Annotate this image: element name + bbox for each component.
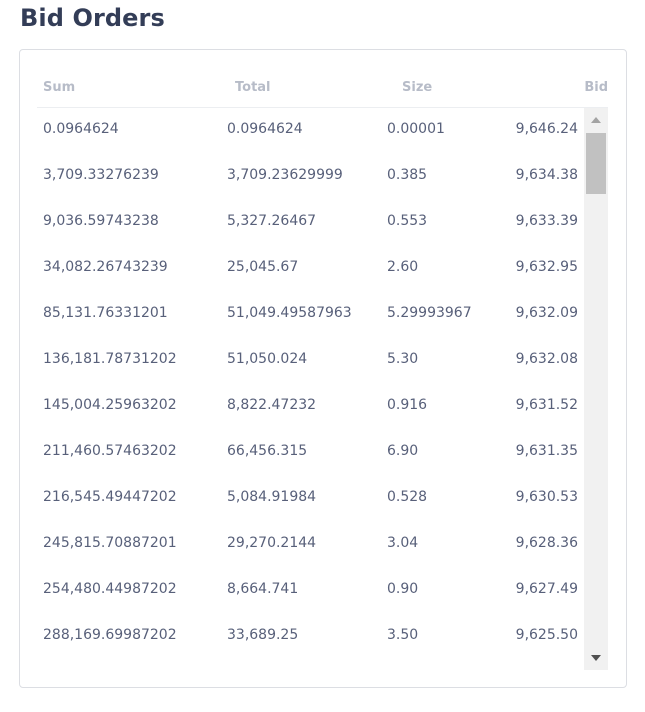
table-row[interactable]: 85,131.76331201 51,049.49587963 5.29993967… bbox=[37, 292, 584, 338]
bid-orders-card: Sum Total Size Bid 0.0964624 0.0964624 0.0… bbox=[19, 49, 627, 688]
cell-total: 25,045.67 bbox=[227, 259, 299, 275]
cell-size: 0.90 bbox=[387, 581, 419, 597]
cell-size: 0.528 bbox=[387, 489, 428, 505]
cell-total: 33,689.25 bbox=[227, 627, 299, 643]
table-row[interactable]: 136,181.78731202 51,050.024 5.30 9,632.08 bbox=[37, 338, 584, 384]
column-header-total[interactable]: Total bbox=[235, 80, 271, 95]
table-row[interactable]: 211,460.57463202 66,456.315 6.90 9,631.35 bbox=[37, 430, 584, 476]
cell-size: 5.30 bbox=[387, 351, 419, 367]
cell-sum: 9,036.59743238 bbox=[43, 213, 159, 229]
cell-bid: 9,646.24 bbox=[515, 121, 578, 137]
cell-total: 66,456.315 bbox=[227, 443, 308, 459]
cell-sum: 211,460.57463202 bbox=[43, 443, 177, 459]
table-header: Sum Total Size Bid bbox=[37, 72, 608, 108]
cell-size: 3.50 bbox=[387, 627, 419, 643]
cell-size: 0.385 bbox=[387, 167, 428, 183]
cell-sum: 3,709.33276239 bbox=[43, 167, 159, 183]
cell-bid: 9,631.35 bbox=[515, 443, 578, 459]
table-row[interactable]: 9,036.59743238 5,327.26467 0.553 9,633.39 bbox=[37, 200, 584, 246]
cell-total: 3,709.23629999 bbox=[227, 167, 343, 183]
cell-total: 51,050.024 bbox=[227, 351, 308, 367]
cell-total: 51,049.49587963 bbox=[227, 305, 352, 321]
cell-sum: 34,082.26743239 bbox=[43, 259, 168, 275]
table-row[interactable]: 0.0964624 0.0964624 0.00001 9,646.24 bbox=[37, 108, 584, 154]
cell-total: 8,822.47232 bbox=[227, 397, 317, 413]
cell-sum: 85,131.76331201 bbox=[43, 305, 168, 321]
cell-total: 5,327.26467 bbox=[227, 213, 317, 229]
cell-total: 5,084.91984 bbox=[227, 489, 317, 505]
table-row[interactable]: 245,815.70887201 29,270.2144 3.04 9,628.36 bbox=[37, 522, 584, 568]
scroll-down-arrow-icon[interactable] bbox=[584, 646, 608, 670]
column-header-bid[interactable]: Bid bbox=[584, 80, 608, 95]
cell-sum: 216,545.49447202 bbox=[43, 489, 177, 505]
cell-bid: 9,633.39 bbox=[515, 213, 578, 229]
cell-size: 2.60 bbox=[387, 259, 419, 275]
cell-sum: 288,169.69987202 bbox=[43, 627, 177, 643]
cell-size: 0.00001 bbox=[387, 121, 445, 137]
scroll-up-arrow-icon[interactable] bbox=[584, 108, 608, 132]
cell-bid: 9,625.50 bbox=[515, 627, 578, 643]
cell-size: 5.29993967 bbox=[387, 305, 472, 321]
cell-sum: 0.0964624 bbox=[43, 121, 119, 137]
table-row[interactable]: 254,480.44987202 8,664.741 0.90 9,627.49 bbox=[37, 568, 584, 614]
cell-size: 0.553 bbox=[387, 213, 428, 229]
table-row[interactable]: 3,709.33276239 3,709.23629999 0.385 9,634.3… bbox=[37, 154, 584, 200]
table-row[interactable]: 288,169.69987202 33,689.25 3.50 9,625.50 bbox=[37, 614, 584, 660]
cell-bid: 9,632.08 bbox=[515, 351, 578, 367]
table-rows: 0.0964624 0.0964624 0.00001 9,646.24 3,709.3… bbox=[37, 108, 584, 660]
cell-size: 6.90 bbox=[387, 443, 419, 459]
cell-bid: 9,632.09 bbox=[515, 305, 578, 321]
column-header-sum[interactable]: Sum bbox=[43, 80, 76, 95]
table-row[interactable]: 216,545.49447202 5,084.91984 0.528 9,630.53 bbox=[37, 476, 584, 522]
cell-bid: 9,630.53 bbox=[515, 489, 578, 505]
table-row[interactable]: 34,082.26743239 25,045.67 2.60 9,632.95 bbox=[37, 246, 584, 292]
cell-sum: 145,004.25963202 bbox=[43, 397, 177, 413]
cell-sum: 245,815.70887201 bbox=[43, 535, 177, 551]
cell-bid: 9,631.52 bbox=[515, 397, 578, 413]
cell-size: 0.916 bbox=[387, 397, 428, 413]
cell-sum: 136,181.78731202 bbox=[43, 351, 177, 367]
table-row[interactable]: 145,004.25963202 8,822.47232 0.916 9,631.52 bbox=[37, 384, 584, 430]
scrollbar-thumb[interactable] bbox=[586, 133, 606, 194]
cell-sum: 254,480.44987202 bbox=[43, 581, 177, 597]
column-header-size[interactable]: Size bbox=[402, 80, 433, 95]
cell-bid: 9,627.49 bbox=[515, 581, 578, 597]
page-title: Bid Orders bbox=[20, 4, 165, 32]
cell-bid: 9,628.36 bbox=[515, 535, 578, 551]
cell-total: 0.0964624 bbox=[227, 121, 303, 137]
cell-size: 3.04 bbox=[387, 535, 419, 551]
cell-bid: 9,632.95 bbox=[515, 259, 578, 275]
cell-total: 8,664.741 bbox=[227, 581, 299, 597]
cell-total: 29,270.2144 bbox=[227, 535, 317, 551]
table-body: 0.0964624 0.0964624 0.00001 9,646.24 3,709.3… bbox=[37, 108, 608, 670]
cell-bid: 9,634.38 bbox=[515, 167, 578, 183]
vertical-scrollbar[interactable] bbox=[584, 108, 608, 670]
